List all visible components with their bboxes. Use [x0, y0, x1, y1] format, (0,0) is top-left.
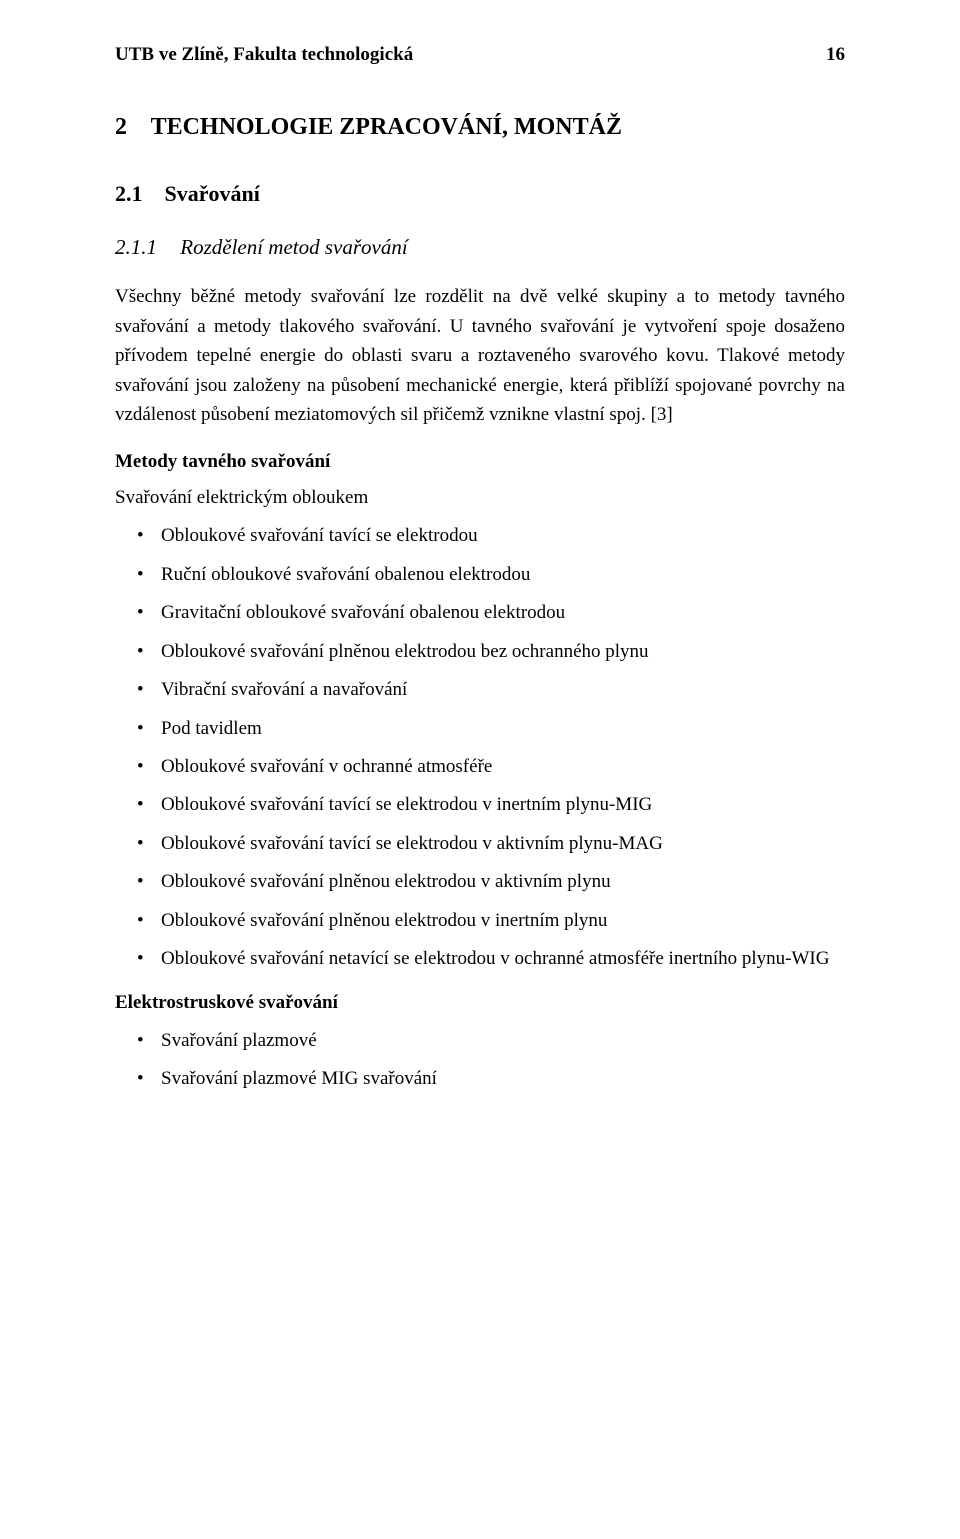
list-item: Obloukové svařování v ochranné atmosféře [115, 752, 845, 781]
list-item: Obloukové svařování plněnou elektrodou v… [115, 906, 845, 935]
body-paragraph: Všechny běžné metody svařování lze rozdě… [115, 282, 845, 429]
subsection-title: Svařování [165, 181, 260, 206]
list-item: Ruční obloukové svařování obalenou elekt… [115, 560, 845, 589]
subsubsection-title: Rozdělení metod svařování [180, 235, 407, 259]
subsubsection-heading: 2.1.1 Rozdělení metod svařování [115, 231, 845, 264]
page-header: UTB ve Zlíně, Fakulta technologická 16 [115, 40, 845, 69]
list-item: Obloukové svařování plněnou elektrodou b… [115, 637, 845, 666]
list-item: Svařování plazmové [115, 1026, 845, 1055]
list-item: Obloukové svařování tavící se elektrodou [115, 521, 845, 550]
subsection-number: 2.1 [115, 177, 159, 211]
group1-heading: Metody tavného svařování [115, 447, 845, 476]
list-item: Svařování plazmové MIG svařování [115, 1064, 845, 1093]
group2-list: Svařování plazmové Svařování plazmové MI… [115, 1026, 845, 1094]
header-institution: UTB ve Zlíně, Fakulta technologická [115, 40, 413, 69]
list-item: Obloukové svařování plněnou elektrodou v… [115, 867, 845, 896]
list-item: Gravitační obloukové svařování obalenou … [115, 598, 845, 627]
section-title: TECHNOLOGIE ZPRACOVÁNÍ, MONTÁŽ [151, 114, 622, 140]
subsection-heading: 2.1 Svařování [115, 177, 845, 211]
header-page-number: 16 [826, 40, 845, 69]
list-item: Obloukové svařování tavící se elektrodou… [115, 790, 845, 819]
list-item: Pod tavidlem [115, 714, 845, 743]
list-item: Obloukové svařování tavící se elektrodou… [115, 829, 845, 858]
list-item: Obloukové svařování netavící se elektrod… [115, 944, 845, 973]
group2-heading: Elektrostruskové svařování [115, 988, 845, 1017]
section-heading: 2 TECHNOLOGIE ZPRACOVÁNÍ, MONTÁŽ [115, 109, 845, 146]
subsubsection-number: 2.1.1 [115, 231, 175, 264]
section-number: 2 [115, 109, 145, 146]
group1-list: Obloukové svařování tavící se elektrodou… [115, 521, 845, 973]
group1-subheading: Svařování elektrickým obloukem [115, 483, 845, 512]
list-item: Vibrační svařování a navařování [115, 675, 845, 704]
